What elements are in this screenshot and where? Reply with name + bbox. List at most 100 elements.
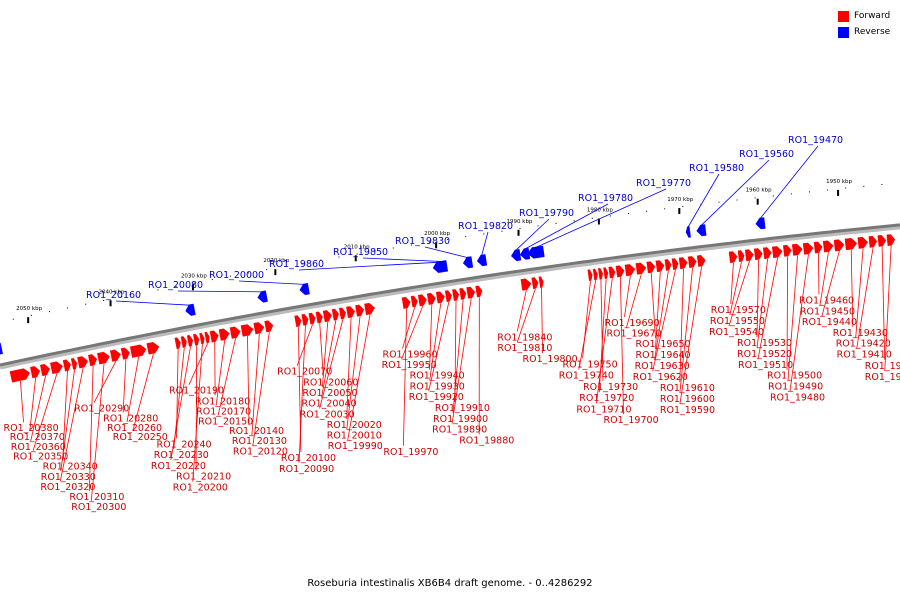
forward-gene-arrow [253, 322, 265, 335]
forward-label-leader [756, 259, 759, 338]
forward-gene-arrow [30, 366, 41, 379]
scale-dot [664, 208, 666, 210]
scale-dot [790, 193, 792, 195]
forward-label-leader [296, 324, 313, 366]
reverse-gene-label: RO1_19830 [395, 236, 450, 247]
forward-label-leader [170, 346, 191, 460]
forward-gene-arrow [204, 331, 210, 344]
forward-label-leader [29, 377, 37, 432]
forward-label-leader [126, 356, 140, 423]
forward-gene-arrow [9, 368, 30, 383]
forward-gene-label: RO1_20220 [151, 461, 206, 472]
scale-dot [121, 296, 123, 298]
forward-gene-label: RO1_19670 [606, 328, 661, 339]
forward-label-leader [818, 253, 820, 295]
scale-dot [718, 201, 720, 203]
forward-gene-label: RO1_19430 [833, 328, 888, 339]
forward-label-leader [319, 319, 344, 409]
forward-gene-label: RO1_20310 [69, 492, 124, 503]
scale-tick-label: 2000 kbp [424, 231, 450, 237]
forward-label-leader [215, 340, 226, 406]
forward-gene-arrow [452, 289, 460, 301]
legend-item-forward: Forward [838, 8, 900, 24]
reverse-gene-label: RO1_20000 [209, 270, 264, 281]
forward-gene-arrow [186, 334, 194, 347]
forward-gene-arrow [744, 249, 754, 262]
reverse-label-leader [298, 261, 438, 271]
reverse-label-leader [700, 159, 770, 226]
forward-label-leader [756, 258, 769, 349]
forward-gene-arrow [129, 344, 147, 358]
forward-gene-label: RO1_20260 [107, 423, 162, 434]
forward-gene-label: RO1_19840 [497, 332, 552, 343]
forward-label-leader [132, 353, 154, 432]
backbone-shadow [0, 224, 900, 370]
forward-label-leader [59, 367, 84, 482]
scale-tick-label: 1990 kbp [507, 219, 533, 225]
forward-label-leader [60, 369, 75, 471]
forward-label-leader [188, 343, 208, 385]
forward-gene-arrow [459, 288, 467, 300]
reverse-gene-label: RO1_19850 [333, 247, 388, 258]
forward-gene-arrow [417, 294, 427, 307]
forward-label-leader [88, 365, 94, 492]
forward-gene-arrow [771, 246, 783, 259]
forward-gene-label: RO1_20060 [303, 377, 358, 388]
forward-gene-label: RO1_20180 [195, 396, 250, 407]
scale-dot [573, 220, 575, 222]
forward-gene-arrow [603, 267, 609, 279]
forward-gene-arrow [88, 354, 98, 367]
forward-gene-label: RO1_19620 [633, 372, 688, 383]
forward-gene-label: RO1_19910 [435, 403, 490, 414]
forward-gene-label: RO1_20330 [41, 472, 96, 483]
forward-label-leader [20, 380, 24, 423]
scale-tick-label: 2050 kbp [16, 306, 42, 312]
forward-label-leader [62, 371, 68, 461]
forward-gene-label: RO1_19600 [660, 394, 715, 405]
forward-gene-arrow [615, 265, 625, 278]
scale-dot [211, 279, 213, 281]
forward-gene-label: RO1_20230 [154, 450, 209, 461]
forward-gene-arrow [671, 258, 679, 270]
forward-gene-arrow [728, 251, 738, 264]
reverse-gene-arrow [696, 224, 707, 237]
forward-label-leader [298, 325, 306, 463]
legend: Forward Reverse [838, 8, 900, 40]
forward-gene-arrow [146, 342, 160, 355]
reverse-label-leader [759, 145, 819, 219]
forward-gene-arrow [322, 310, 332, 323]
forward-label-leader [626, 274, 642, 328]
forward-gene-arrow [301, 313, 309, 326]
reverse-label-leader [238, 280, 305, 285]
forward-gene-label: RO1_19450 [800, 306, 855, 317]
forward-gene-label: RO1_19390 [865, 372, 900, 383]
forward-label-leader [401, 305, 424, 360]
scale-dot [248, 272, 249, 274]
scale-dot [609, 215, 611, 217]
scale-dot [501, 230, 503, 232]
forward-gene-label: RO1_19480 [770, 392, 825, 403]
forward-gene-label: RO1_19950 [382, 360, 437, 371]
forward-gene-arrow [218, 328, 230, 341]
forward-gene-label: RO1_20240 [157, 439, 212, 450]
forward-gene-arrow [664, 259, 672, 271]
forward-label-leader [402, 307, 416, 349]
reverse-gene-label: RO1_19780 [578, 193, 633, 204]
scale-dot [284, 265, 286, 267]
scale-dot [356, 253, 358, 255]
forward-label-leader [679, 267, 693, 393]
forward-label-leader [429, 303, 442, 381]
scale-tick-label: 1980 kbp [587, 207, 613, 213]
forward-gene-arrow [822, 240, 834, 253]
reverse-label-leader [524, 203, 609, 250]
forward-gene-arrow [531, 277, 539, 289]
forward-label-leader [652, 269, 676, 372]
forward-gene-label: RO1_20150 [198, 416, 253, 427]
scale-tick-label: 1960 kbp [746, 188, 772, 194]
backbone-line [0, 223, 900, 367]
forward-gene-arrow [331, 308, 339, 321]
scale-dot [266, 269, 268, 271]
forward-gene-arrow [608, 266, 616, 279]
forward-gene-arrow [538, 276, 544, 288]
